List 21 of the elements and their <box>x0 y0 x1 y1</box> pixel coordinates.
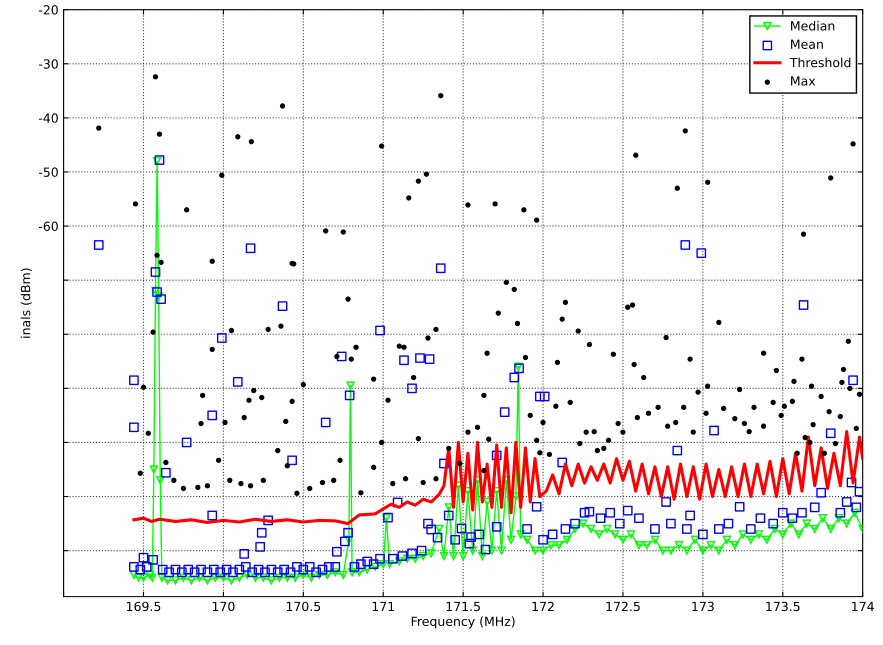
x-tick-label: 172.5 <box>606 602 640 612</box>
x-tick-label: 173.5 <box>766 602 800 612</box>
x-axis-title: Frequency (MHz) <box>412 616 515 628</box>
x-tick-label: 171 <box>372 602 394 611</box>
y-tick-label: -40 <box>38 113 58 123</box>
y-tick-label: -30 <box>38 59 58 69</box>
x-tick-label: 174 <box>852 602 874 611</box>
legend-label: Mean <box>791 40 823 49</box>
legend-label: Threshold <box>790 58 850 68</box>
y-tick-label: -60 <box>38 222 58 231</box>
y-axis-title: inals (dBm) <box>20 268 32 338</box>
x-tick-label: 172 <box>532 602 554 611</box>
x-tick-label: 170.5 <box>286 602 320 612</box>
x-tick-label: 169.5 <box>126 602 160 612</box>
x-tick-label: 170 <box>212 602 234 612</box>
x-tick-label: 173 <box>692 602 714 612</box>
legend-label: Median <box>791 20 834 31</box>
legend-label: Max <box>791 76 816 86</box>
x-tick-label: 171.5 <box>446 602 480 612</box>
y-tick-label: -20 <box>38 5 58 15</box>
y-tick-label: -50 <box>38 167 58 177</box>
